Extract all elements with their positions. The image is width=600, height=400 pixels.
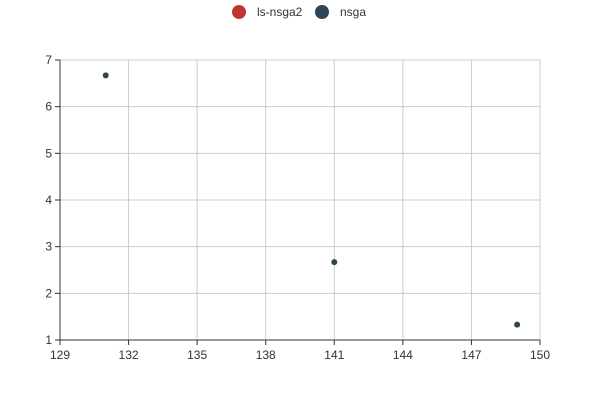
x-tick-label: 135: [187, 348, 207, 362]
grid: [60, 59, 541, 340]
data-points: [102, 72, 521, 328]
tick-labels: 129 132 135 138 141 144 147 150 1 2 3 4 5 6 7: [45, 53, 550, 362]
data-point-nsga[interactable]: [102, 72, 109, 79]
data-point-nsga[interactable]: [331, 259, 338, 266]
y-tick-label: 4: [45, 193, 52, 207]
x-tick-label: 132: [119, 348, 139, 362]
data-point-nsga[interactable]: [514, 321, 521, 328]
legend-label-ls-nsga2: ls-nsga2: [257, 5, 303, 19]
legend-label-nsga: nsga: [340, 5, 366, 19]
x-tick-label: 141: [324, 348, 344, 362]
x-tick-label: 138: [256, 348, 276, 362]
legend[interactable]: ls-nsga2 nsga: [232, 5, 366, 19]
legend-marker-nsga: [315, 5, 329, 19]
y-tick-label: 2: [45, 286, 52, 300]
x-tick-label: 150: [530, 348, 550, 362]
axes: [55, 59, 541, 345]
x-tick-label: 129: [50, 348, 70, 362]
y-tick-label: 5: [45, 146, 52, 160]
legend-item-nsga[interactable]: nsga: [315, 5, 366, 19]
legend-marker-ls-nsga2: [232, 5, 246, 19]
x-tick-label: 147: [461, 348, 481, 362]
y-tick-label: 7: [45, 53, 52, 67]
y-tick-label: 1: [45, 333, 52, 347]
y-tick-label: 6: [45, 100, 52, 114]
y-tick-label: 3: [45, 240, 52, 254]
x-tick-label: 144: [393, 348, 413, 362]
legend-item-ls-nsga2[interactable]: ls-nsga2: [232, 5, 303, 19]
